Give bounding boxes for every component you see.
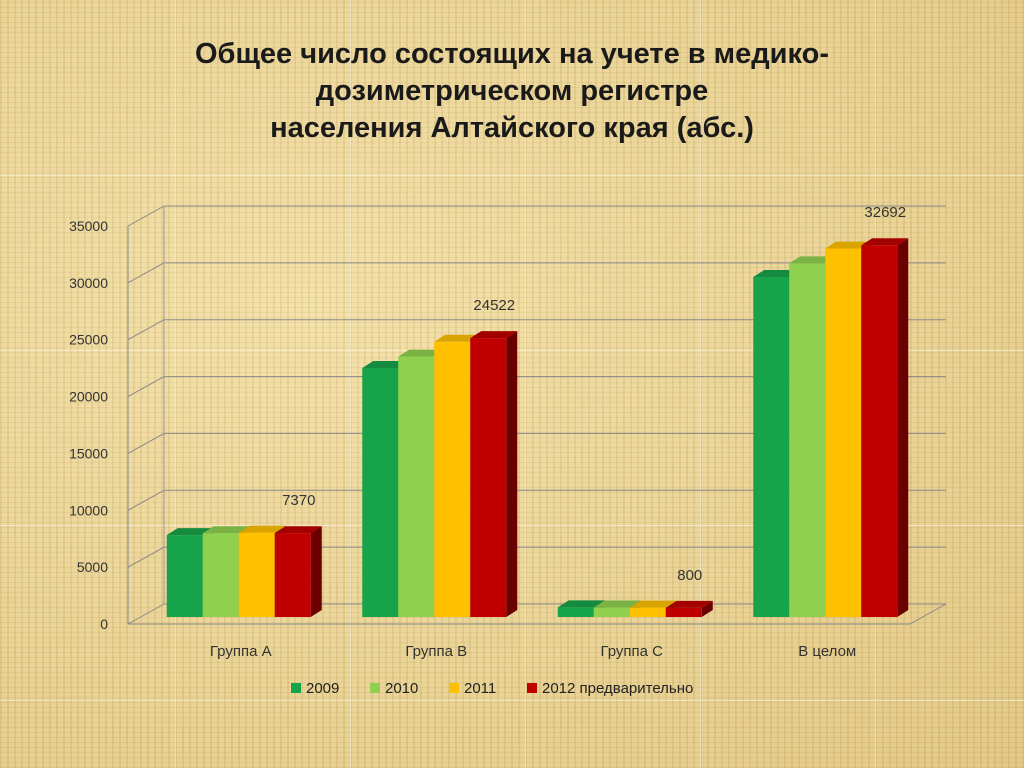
y-tick-label: 5000: [77, 559, 108, 575]
gridline: [127, 489, 165, 511]
gridline: [127, 319, 165, 341]
bar-side: [897, 238, 909, 618]
x-tick-label: Группа В: [405, 643, 467, 660]
background-seam: [525, 0, 526, 768]
legend-item: 2009: [291, 680, 339, 697]
x-tick-label: В целом: [798, 643, 856, 660]
bar-top: [825, 241, 873, 249]
legend-item: 2011: [449, 680, 496, 697]
gridline: [127, 205, 165, 227]
y-tick-label: 20000: [69, 389, 108, 405]
legend-label: 2012 предварительно: [542, 680, 693, 697]
bar-top: [593, 600, 641, 608]
legend-label: 2009: [306, 680, 339, 697]
legend-swatch: [527, 683, 537, 693]
bar: [470, 331, 518, 617]
bar-front: [665, 607, 702, 617]
legend-item: 2012 предварительно: [527, 680, 693, 697]
legend-item: 2010: [370, 680, 418, 697]
data-label: 24522: [473, 297, 515, 314]
bar-side: [310, 526, 322, 617]
bar-front: [629, 607, 666, 617]
gridline: [127, 262, 165, 284]
bar-top: [789, 256, 837, 264]
bar-top: [238, 525, 286, 533]
bar-top: [470, 331, 518, 339]
slide-title: Общее число состоящих на учете в медико-…: [70, 36, 954, 147]
y-tick-label: 25000: [69, 332, 108, 348]
legend-swatch: [291, 683, 301, 693]
legend-swatch: [449, 683, 459, 693]
y-tick-label: 30000: [69, 275, 108, 291]
gridline: [127, 603, 165, 625]
bar-top: [398, 349, 446, 357]
gridline: [127, 432, 165, 454]
slide-title-line: населения Алтайского края (абс.): [270, 112, 754, 144]
gridline: [127, 546, 165, 568]
bar-front: [593, 607, 630, 617]
bar-front: [274, 533, 311, 617]
bar: [274, 526, 322, 617]
bar-group: [166, 525, 322, 617]
data-label: 32692: [864, 204, 906, 221]
x-tick-label: Группа А: [210, 643, 272, 660]
background-seam: [350, 0, 351, 768]
y-tick-label: 15000: [69, 445, 108, 461]
bar-front: [202, 533, 239, 617]
background-seam: [0, 700, 1024, 701]
bar-top: [753, 269, 801, 277]
y-tick-label: 35000: [69, 218, 108, 234]
bar-top: [166, 528, 214, 536]
bar-front: [434, 341, 471, 617]
bar-group: [362, 331, 518, 617]
bar-top: [274, 526, 322, 534]
background-seam: [0, 175, 1024, 176]
bar-top: [362, 360, 410, 368]
bar-top: [861, 238, 909, 246]
bar-side: [506, 331, 518, 617]
bar-front: [789, 263, 826, 617]
background-seam: [175, 0, 176, 768]
legend-label: 2011: [464, 680, 496, 697]
legend: 2009 2010 2011 2012 предварительно: [291, 680, 693, 697]
bar-top: [557, 600, 605, 608]
bar-front: [470, 338, 507, 617]
bar-front: [398, 356, 435, 617]
bar-front: [557, 607, 594, 617]
slide-title-line: Общее число состоящих на учете в медико-: [194, 38, 829, 70]
legend-swatch: [370, 683, 380, 693]
floor-edge: [909, 603, 947, 625]
data-label: 7370: [282, 492, 315, 509]
legend-label: 2010: [385, 680, 418, 697]
y-tick-label: 10000: [69, 502, 108, 518]
bar-group: [753, 238, 909, 618]
bar: [665, 600, 713, 617]
bar: [861, 238, 909, 618]
bar-side: [701, 600, 713, 617]
x-tick-label: Группа С: [600, 643, 663, 660]
bar-front: [753, 276, 790, 617]
bar-front: [362, 367, 399, 617]
bar-top: [434, 334, 482, 342]
bar-top: [629, 600, 677, 608]
bar-front: [166, 535, 203, 617]
slide-title-line: дозиметрическом регистре: [315, 75, 709, 107]
gridline: [127, 376, 165, 398]
y-tick-label: 0: [100, 616, 108, 632]
bar-top: [665, 600, 713, 608]
bar-front: [825, 248, 862, 617]
background-seam: [700, 0, 701, 768]
bar-front: [861, 245, 898, 618]
bar-front: [238, 532, 275, 617]
bar-group: [557, 600, 713, 617]
bar-top: [202, 526, 250, 534]
data-label: 800: [677, 567, 702, 584]
